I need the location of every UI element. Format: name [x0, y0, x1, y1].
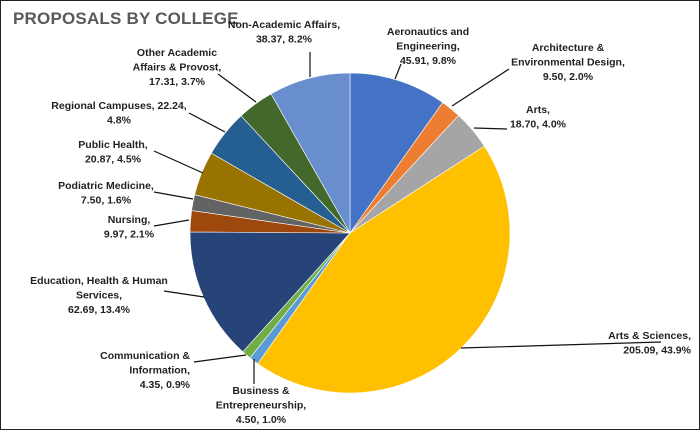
data-label: Arts,	[526, 104, 550, 116]
data-label: Engineering,	[396, 41, 460, 53]
data-label: 205.09, 43.9%	[623, 345, 691, 357]
leader-line	[188, 112, 226, 133]
data-label: Services,	[76, 290, 122, 302]
chart-title: PROPOSALS BY COLLEGE	[13, 9, 239, 28]
data-label: Affairs & Provost,	[133, 62, 222, 74]
leader-line	[460, 341, 662, 349]
data-label: Architecture &	[532, 42, 605, 54]
data-label: Other Academic	[137, 47, 217, 59]
data-label: Podiatric Medicine,	[58, 180, 154, 192]
data-label: 20.87, 4.5%	[85, 154, 142, 166]
data-label: 45.91, 9.8%	[400, 55, 457, 67]
data-label: Entrepreneurship,	[216, 400, 307, 412]
leader-line	[451, 68, 510, 107]
data-label: Non-Academic Affairs,	[228, 19, 340, 31]
data-label: Education, Health & Human	[30, 275, 168, 287]
data-label: Aeronautics and	[387, 26, 469, 38]
pie-slice-non-academic-affairs	[270, 72, 351, 235]
data-label: 4.35, 0.9%	[140, 379, 191, 391]
pie-slice-aeronautics-and-engineering	[349, 72, 444, 234]
leader-line	[153, 219, 190, 227]
data-label: 38.37, 8.2%	[256, 34, 313, 46]
leader-line	[394, 63, 402, 80]
data-label: Regional Campuses, 22.24,	[51, 100, 186, 112]
data-label: 62.69, 13.4%	[68, 304, 131, 316]
leader-line	[473, 127, 508, 130]
data-label: Nursing,	[108, 214, 151, 226]
data-label: 7.50, 1.6%	[81, 195, 132, 207]
data-label: 4.50, 1.0%	[236, 414, 287, 426]
data-label: Communication &	[100, 350, 190, 362]
leader-line	[163, 290, 205, 298]
data-label: Environmental Design,	[511, 57, 625, 69]
data-label: Information,	[129, 365, 190, 377]
leader-line	[193, 354, 247, 363]
leader-line	[217, 73, 257, 103]
leader-line	[153, 150, 204, 174]
data-label: 9.97, 2.1%	[104, 229, 155, 241]
data-label: Public Health,	[78, 139, 148, 151]
data-label: 17.31, 3.7%	[149, 76, 206, 88]
pie-slice-arts-sciences	[257, 145, 511, 394]
data-label: Business &	[232, 385, 290, 397]
data-label: 4.8%	[107, 115, 132, 127]
leader-line	[153, 191, 194, 200]
data-label: Arts & Sciences,	[608, 330, 691, 342]
data-label: 18.70, 4.0%	[510, 119, 567, 131]
data-label: 9.50, 2.0%	[543, 71, 594, 83]
